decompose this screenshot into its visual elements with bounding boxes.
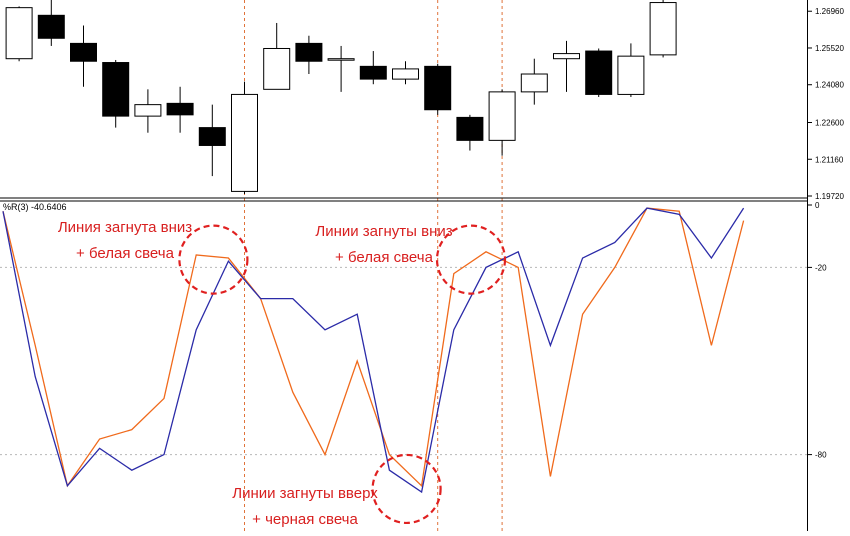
candle-body [456,116,484,141]
candle [456,114,484,151]
candle [359,51,387,85]
candle [102,59,130,128]
candle [295,35,323,75]
candle [617,43,645,97]
annotation-2-line2: + белая свеча [335,249,434,266]
candle-body [327,58,355,61]
price-axis: 1.26960 1.25520 1.24080 1.22600 1.21160 1.197… [807,7,844,201]
indicator-series [2,207,745,494]
candle-body [263,47,291,90]
candle [263,22,291,90]
annotation-1-line2: + белая свеча [76,245,175,262]
candle-body [553,53,580,60]
candle [70,25,97,87]
price-tick-label: 1.21160 [815,155,844,164]
candle-body [520,73,548,93]
candle [134,89,162,133]
annotation-2-line1: Линии загнуты вниз [315,223,452,240]
indicator-axis: 0 -20 -80 [807,201,827,460]
candle-body [392,68,419,80]
candle [231,81,258,194]
candle [166,86,194,133]
indicator-tick-label: -80 [815,451,827,460]
price-tick-label: 1.26960 [815,7,844,16]
candle [649,0,677,58]
candle-body [488,91,516,141]
price-tick-label: 1.25520 [815,44,844,53]
candle-body [231,93,258,192]
candle [520,58,548,105]
candles [5,0,677,194]
candle [392,61,419,85]
candle [585,48,613,97]
indicator-tick-label: -20 [815,263,827,272]
indicator-series-line [2,207,745,494]
indicator-tick-label: 0 [815,201,820,210]
price-tick-label: 1.24080 [815,81,844,90]
annotation-1-line1: Линия загнута вниз [58,219,192,236]
candle [424,63,452,115]
indicator-series-line [2,207,745,488]
candle-body [649,2,677,56]
candle [5,6,33,62]
candle-body [37,14,65,39]
candle [37,0,65,46]
price-tick-label: 1.19720 [815,192,844,201]
annotation-circle [371,453,442,525]
candle-body [134,104,162,117]
annotation-3-line1: Линии загнуты вверх [232,485,378,502]
indicator-label: %R(3) -40.6406 [3,202,67,212]
price-tick-label: 1.22600 [815,119,844,128]
candle-body [585,50,613,95]
annotation-circle [435,224,507,295]
candle-body [424,65,452,111]
candle-body [295,42,323,62]
annotation-3-line2: + черная свеча [252,511,358,528]
candle [488,89,516,156]
candle [327,45,355,92]
candle-body [198,127,226,146]
candle-body [5,7,33,60]
annotation-circles [178,224,507,525]
candle-body [166,102,194,116]
candle-body [359,65,387,80]
candle [198,104,226,177]
candle [553,40,580,92]
candle-body [70,42,97,62]
annotation-circle [178,224,249,295]
candle-body [617,55,645,95]
candle-body [102,62,130,117]
